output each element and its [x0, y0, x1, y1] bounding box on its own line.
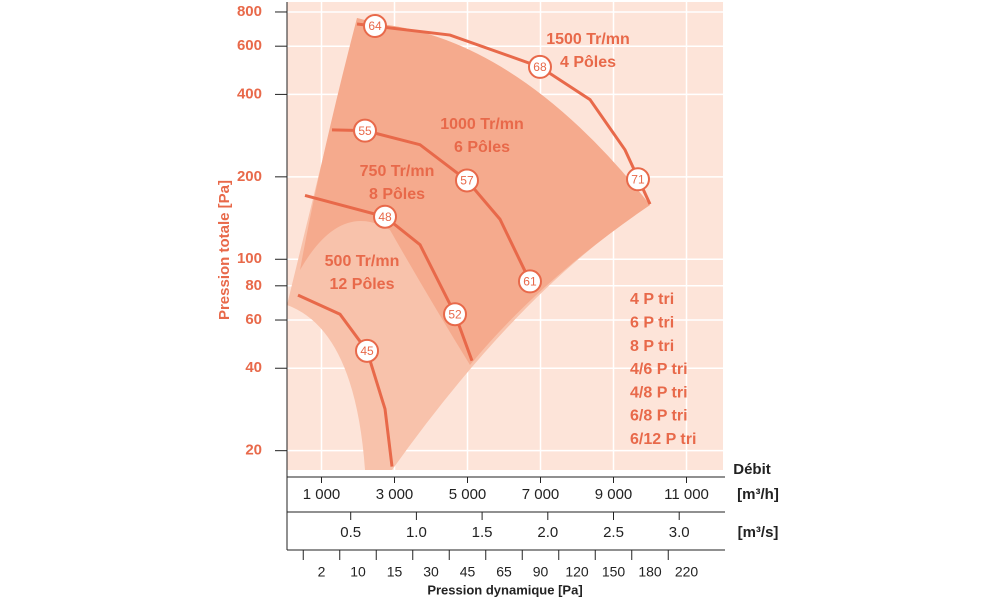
- x3-tick-label: 150: [602, 564, 626, 580]
- x2-axis-unit: [m³/s]: [738, 524, 779, 541]
- noise-marker: [355, 338, 380, 363]
- x-tick-label: 7 000: [522, 486, 560, 503]
- y-tick-label: 40: [245, 359, 262, 376]
- speed-label: 1500 Tr/mn: [546, 31, 630, 48]
- y-tick-label: 20: [245, 442, 262, 459]
- y-tick-label: 60: [245, 311, 262, 328]
- speed-curve: [304, 194, 474, 362]
- x-tick-label: 11 000: [664, 486, 709, 503]
- x-tick-label: 9 000: [595, 486, 633, 503]
- poles-label: 12 Pôles: [330, 276, 395, 293]
- motor-type: 6/12 P tri: [630, 431, 696, 448]
- x3-axis-title: Pression dynamique [Pa]: [427, 582, 582, 597]
- noise-label: 68: [533, 60, 547, 74]
- x3-tick-label: 180: [638, 564, 662, 580]
- y-tick-label: 200: [237, 168, 262, 185]
- motor-type: 4/8 P tri: [630, 384, 688, 401]
- x3-tick-label: 10: [350, 564, 366, 580]
- speed-curve: [356, 22, 652, 205]
- x2-tick-label: 2.0: [537, 524, 558, 541]
- x2-tick-label: 2.5: [603, 524, 624, 541]
- noise-label: 52: [448, 307, 462, 321]
- y-axis-title: Pression totale [Pa]: [216, 180, 233, 320]
- x3-tick-label: 30: [423, 564, 439, 580]
- x3-tick-label: 120: [565, 564, 589, 580]
- motor-type: 8 P tri: [630, 338, 674, 355]
- y-tick-label: 400: [237, 85, 262, 102]
- poles-label: 4 Pôles: [560, 54, 616, 71]
- noise-marker: [373, 204, 398, 229]
- y-tick-label: 80: [245, 277, 262, 294]
- noise-marker: [363, 14, 388, 39]
- y-tick-label: 800: [237, 3, 262, 20]
- x-tick-label: 1 000: [303, 486, 341, 503]
- poles-label: 8 Pôles: [369, 186, 425, 203]
- motor-type: 6 P tri: [630, 315, 674, 332]
- speed-label: 500 Tr/mn: [325, 253, 400, 270]
- noise-label: 48: [378, 210, 392, 224]
- x3-tick-label: 2: [318, 564, 326, 580]
- x3-tick-label: 90: [533, 564, 549, 580]
- motor-type: 4 P tri: [630, 291, 674, 308]
- noise-label: 61: [523, 275, 537, 289]
- noise-label: 57: [460, 174, 474, 188]
- x3-tick-label: 15: [387, 564, 403, 580]
- motor-type: 6/8 P tri: [630, 408, 688, 425]
- speed-label: 1000 Tr/mn: [440, 116, 524, 133]
- x-tick-label: 3 000: [376, 486, 414, 503]
- y-tick-label: 600: [237, 37, 262, 54]
- x3-tick-label: 45: [460, 564, 476, 580]
- x-axis-unit: [m³/h]: [737, 486, 779, 503]
- noise-marker: [454, 168, 479, 193]
- x3-tick-label: 220: [675, 564, 699, 580]
- x-axis-title: Débit: [733, 461, 771, 478]
- noise-marker: [517, 269, 542, 294]
- speed-label: 750 Tr/mn: [360, 163, 435, 180]
- x2-tick-label: 3.0: [669, 524, 690, 541]
- x3-tick-label: 65: [496, 564, 512, 580]
- noise-label: 71: [631, 172, 645, 186]
- noise-marker: [527, 54, 552, 79]
- noise-marker: [625, 167, 650, 192]
- x2-tick-label: 1.0: [406, 524, 427, 541]
- x-tick-label: 5 000: [449, 486, 487, 503]
- x2-tick-label: 1.5: [472, 524, 493, 541]
- noise-marker: [443, 302, 468, 327]
- motor-type: 4/6 P tri: [630, 361, 688, 378]
- noise-label: 64: [368, 19, 382, 33]
- noise-label: 55: [358, 124, 372, 138]
- poles-label: 6 Pôles: [454, 139, 510, 156]
- noise-marker: [353, 118, 378, 143]
- x2-tick-label: 0.5: [340, 524, 361, 541]
- noise-label: 45: [360, 344, 374, 358]
- y-tick-label: 100: [237, 250, 262, 267]
